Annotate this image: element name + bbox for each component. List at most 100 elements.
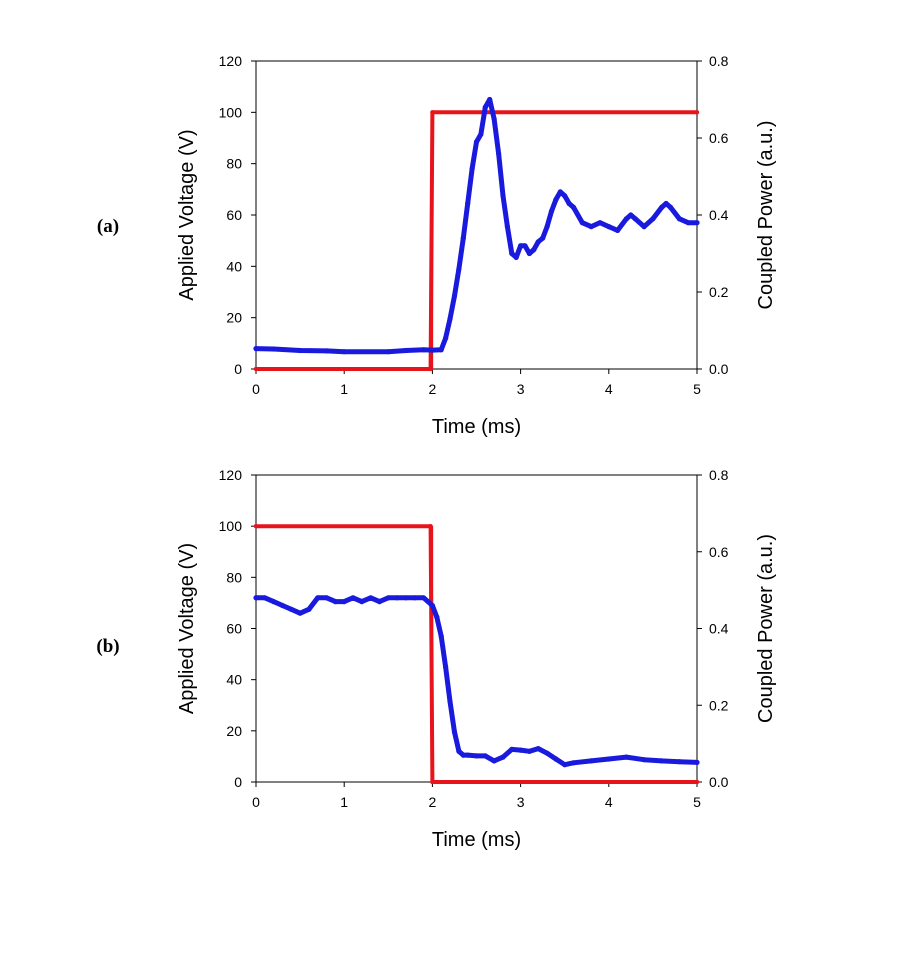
y2-axis-label: Coupled Power (a.u.) <box>755 121 777 310</box>
coupled-power-point <box>623 216 630 222</box>
coupled-power-point <box>465 200 471 207</box>
coupled-power-point <box>632 216 638 222</box>
coupled-power-point <box>262 595 268 601</box>
x-tick-label: 2 <box>429 381 437 397</box>
coupled-power-point <box>518 747 524 753</box>
coupled-power-point <box>438 633 444 639</box>
applied-voltage-series <box>254 110 699 371</box>
x-tick-label: 5 <box>693 794 701 810</box>
coupled-power-point <box>562 762 568 768</box>
y-tick-label: 0 <box>234 774 242 790</box>
x-axis-label: Time (ms) <box>432 416 521 438</box>
coupled-power-point <box>429 602 435 609</box>
coupled-power-point <box>456 266 462 272</box>
x-tick-label: 5 <box>693 381 701 397</box>
coupled-power-point <box>540 235 546 241</box>
coupled-power-point <box>628 212 634 218</box>
coupled-power-point <box>500 754 506 760</box>
coupled-power-point <box>341 349 347 355</box>
x-tick-label: 1 <box>340 794 348 810</box>
coupled-power-series <box>253 97 700 355</box>
coupled-power-point <box>403 595 409 601</box>
coupled-power-point <box>385 349 391 355</box>
coupled-power-point <box>522 243 528 249</box>
coupled-power-point <box>447 698 453 705</box>
y-tick-label: 80 <box>226 569 242 585</box>
coupled-power-point <box>694 220 700 226</box>
coupled-power-point <box>253 346 259 352</box>
coupled-power-point <box>306 606 312 612</box>
coupled-power-point <box>526 250 533 257</box>
applied-voltage-point <box>428 366 433 372</box>
coupled-power-point <box>500 193 506 199</box>
coupled-power-point <box>509 746 515 753</box>
coupled-power-point <box>544 224 550 230</box>
coupled-power-point <box>478 131 484 137</box>
coupled-power-point <box>513 254 519 260</box>
coupled-power-point <box>482 104 488 110</box>
coupled-power-point <box>509 250 515 257</box>
coupled-power-point <box>606 756 612 762</box>
x-tick-label: 4 <box>605 794 613 810</box>
coupled-power-point <box>482 753 488 759</box>
coupled-power-point <box>570 760 577 766</box>
y2-tick-label: 0.8 <box>709 53 729 69</box>
coupled-power-point <box>491 758 497 764</box>
coupled-power-point <box>271 346 277 352</box>
x-tick-label: 0 <box>252 794 260 810</box>
y2-tick-label: 0.8 <box>709 467 729 483</box>
coupled-power-point <box>376 599 383 605</box>
applied-voltage-point <box>428 524 433 529</box>
coupled-power-point <box>434 614 440 620</box>
x-axis-label: Time (ms) <box>432 829 521 851</box>
coupled-power-point <box>253 595 259 601</box>
coupled-power-point <box>473 139 480 145</box>
coupled-power-point <box>597 220 603 226</box>
coupled-power-point <box>623 754 630 760</box>
coupled-power-point <box>615 227 621 233</box>
coupled-power-point <box>456 748 462 754</box>
y-tick-label: 60 <box>226 207 242 223</box>
coupled-power-point <box>315 595 321 601</box>
x-tick-label: 4 <box>605 381 613 397</box>
applied-voltage-point <box>430 110 435 115</box>
x-tick-label: 1 <box>340 381 348 397</box>
coupled-power-point <box>332 599 338 605</box>
coupled-power-point <box>579 220 585 226</box>
y-tick-label: 120 <box>219 467 243 483</box>
coupled-power-point <box>667 204 674 210</box>
applied-voltage-point <box>694 779 700 785</box>
coupled-power-point <box>341 599 347 605</box>
y-tick-label: 100 <box>219 104 243 120</box>
panel-a: 0 1 2 3 4 5 0 20 40 60 80 100 120 0.0 0.2 0.4 0.6 0.8 Time… <box>97 53 777 438</box>
coupled-power-point <box>443 664 449 670</box>
coupled-power-point <box>385 595 391 601</box>
y-tick-label: 40 <box>226 258 242 274</box>
coupled-power-point <box>451 729 458 735</box>
coupled-power-point <box>491 116 497 122</box>
x-tick-label: 3 <box>517 794 525 810</box>
applied-voltage-point <box>694 110 700 115</box>
coupled-power-point <box>473 753 480 759</box>
coupled-power-point <box>324 595 330 601</box>
applied-voltage-point <box>430 779 435 785</box>
coupled-power-point <box>421 347 427 353</box>
y2-tick-label: 0.0 <box>709 774 729 790</box>
y2-tick-label: 0.6 <box>709 130 729 146</box>
coupled-power-point <box>566 200 572 207</box>
coupled-power-point <box>271 599 277 605</box>
x-tick-label: 0 <box>252 381 260 397</box>
coupled-power-point <box>460 235 466 241</box>
coupled-power-point <box>324 348 330 354</box>
coupled-power-point <box>469 166 475 172</box>
coupled-power-point <box>650 216 656 222</box>
coupled-power-point <box>606 224 612 230</box>
y-tick-label: 120 <box>219 53 243 69</box>
y-axis-label: Applied Voltage (V) <box>176 543 198 714</box>
coupled-power-point <box>403 347 409 354</box>
coupled-power-point <box>659 204 665 210</box>
coupled-power-point <box>429 347 435 353</box>
coupled-power-point <box>359 599 365 605</box>
coupled-power-point <box>451 293 458 299</box>
